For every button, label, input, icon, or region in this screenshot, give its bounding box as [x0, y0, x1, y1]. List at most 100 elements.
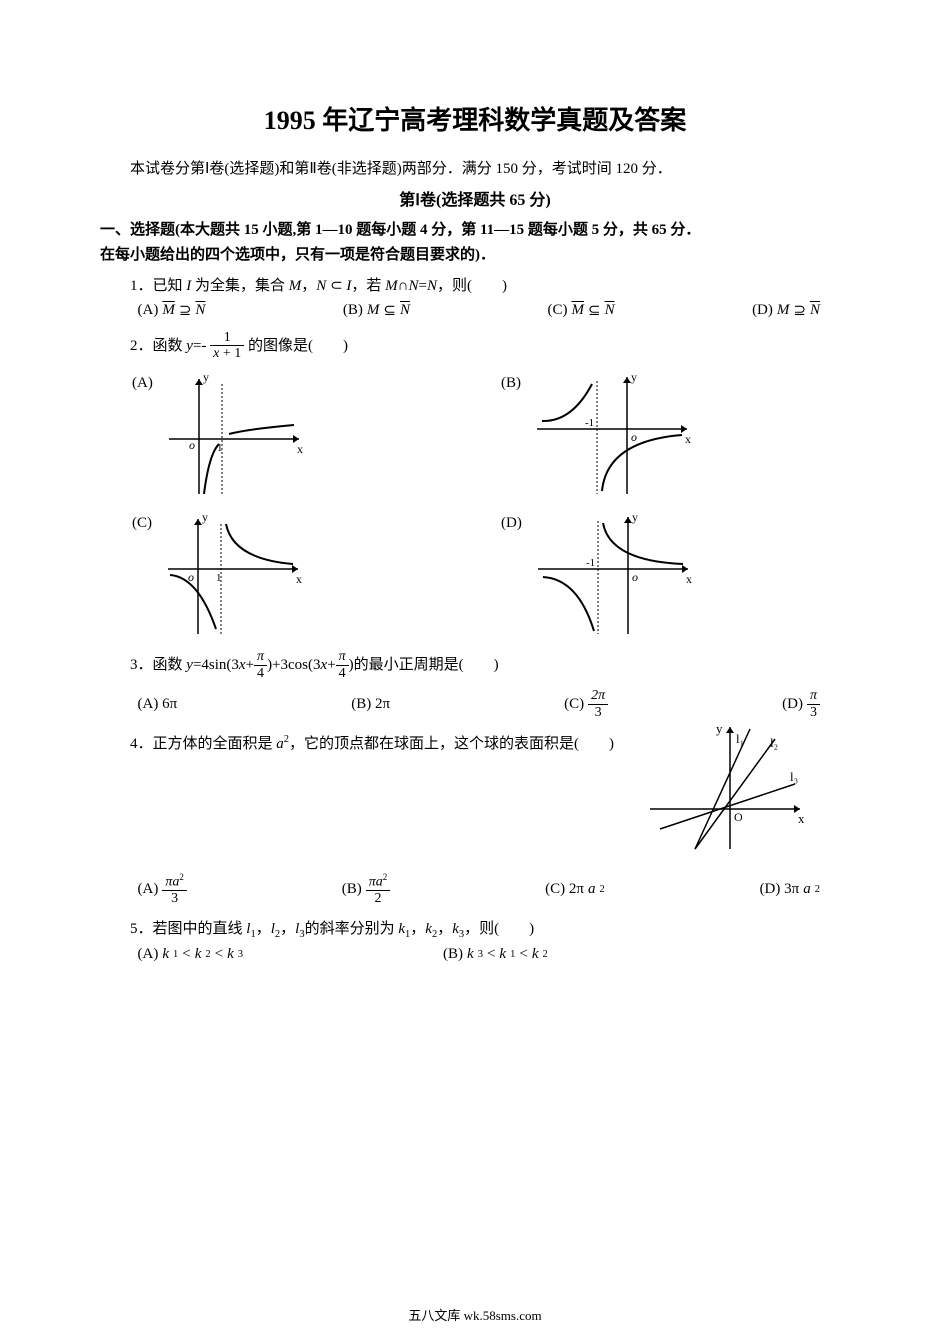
q1-mid3: ⊂ [326, 278, 346, 294]
q5-option-b: (B) k3< k1< k2 [443, 946, 548, 963]
q4a-pre: (A) [138, 881, 159, 898]
q3-end: )的最小正周期是( ) [349, 657, 499, 673]
q3d-pre: (D) [782, 696, 803, 713]
q3-option-b: (B) 2π [351, 688, 390, 721]
q4b-num: πa2 [366, 873, 391, 891]
q3d-num-i: π [810, 688, 817, 703]
q1-N: N [316, 278, 326, 294]
q1-prefix: 1．已知 [130, 278, 186, 294]
question-2: 2．函数 y=- 1 x + 1 的图像是( ) [130, 330, 850, 363]
section-1-title: 第Ⅰ卷(选择题共 65 分) [100, 186, 850, 210]
q4-option-b: (B) πa22 [342, 873, 391, 908]
q1a-M: M [162, 302, 175, 319]
q2d-y: y [632, 510, 638, 524]
q5a-s1: 1 [173, 949, 178, 960]
q2-label-a: (A) [132, 375, 153, 392]
q5b-k1: k [467, 946, 474, 963]
q1-N3: N [427, 278, 437, 294]
q5b-pre: (B) [443, 946, 463, 963]
q4b-pre: (B) [342, 881, 362, 898]
q5-option-a: (A) k1<k2<k3 [138, 946, 244, 963]
q4a-frac: πa23 [162, 873, 187, 908]
q2b-tickm1: -1 [585, 417, 594, 429]
q5a-k1: k [162, 946, 169, 963]
q1-mid2: ， [301, 278, 316, 294]
q1b-rel: ⊆ [383, 301, 396, 320]
q5b-s3: 2 [542, 949, 547, 960]
q2-label-b: (B) [501, 375, 521, 392]
q5-c3: ， [410, 921, 425, 937]
q5a-s2: 2 [205, 949, 210, 960]
q4-option-c: (C) 2πa2 [545, 873, 605, 908]
q1a-rel: ⊇ [179, 301, 192, 320]
q3-option-a: (A) 6π [138, 688, 178, 721]
q2-fraction: 1 x + 1 [210, 330, 244, 363]
q5-O: O [734, 810, 743, 824]
q1-mid1: 为全集，集合 [191, 278, 289, 294]
q1-option-a: (A) M ⊇ N [138, 301, 206, 320]
q2c-y: y [202, 510, 208, 524]
q1-M: M [289, 278, 302, 294]
q5a-k3: k [227, 946, 234, 963]
q1-end: ，则( ) [437, 278, 507, 294]
q2-svg-c: o y x 1 [158, 509, 308, 639]
q2-eq: =- [193, 338, 206, 354]
q5b-k2: k [499, 946, 506, 963]
q2-label-d: (D) [501, 515, 522, 532]
q4b-frac: πa22 [366, 873, 391, 908]
q2-label-c: (C) [132, 515, 152, 532]
q3c-frac: 2π3 [588, 688, 608, 721]
q5-k1: k [398, 921, 405, 937]
q3d-frac: π3 [807, 688, 820, 721]
q5b-k3: k [532, 946, 539, 963]
q5b-lt1: < [487, 946, 495, 963]
q1d-pre: (D) [752, 302, 773, 319]
q1b-N: N [400, 302, 410, 319]
q5a-pre: (A) [138, 946, 159, 963]
q5-end: ，则( ) [464, 921, 534, 937]
q3-pi1: π [257, 649, 264, 664]
q4a-pia: πa [165, 874, 179, 889]
q5-c2: ， [280, 921, 295, 937]
q5-mid: 的斜率分别为 [305, 921, 399, 937]
q4-a: a [276, 736, 284, 752]
q5-l3: l₃ [790, 769, 798, 784]
q5-l1: l₁ [736, 731, 744, 746]
q3-prefix: 3．函数 [130, 657, 186, 673]
q5-c4: ， [437, 921, 452, 937]
q4-option-a: (A) πa23 [138, 873, 187, 908]
q1a-N: N [195, 302, 205, 319]
q3-f2-num: π [336, 649, 349, 665]
q2-svg-b: y x o -1 [527, 369, 697, 499]
q4-prefix: 4．正方体的全面积是 [130, 736, 276, 752]
q2a-x: x [297, 442, 303, 456]
q3-pi2: π [339, 649, 346, 664]
q2-graph-a: (A) o y x 1 [132, 369, 481, 499]
q2a-y: y [203, 370, 209, 384]
q1-option-c: (C) M ⊆ N [547, 301, 614, 320]
q4c-sup: 2 [599, 884, 604, 895]
q3-options: (A) 6π (B) 2π (C) 2π3 (D) π3 [138, 688, 851, 721]
q4-option-d: (D) 3πa2 [760, 873, 820, 908]
q1-options: (A) M ⊇ N (B) M ⊆ N (C) M ⊆ N (D) M ⊇ N [138, 301, 851, 320]
q1d-N: N [810, 302, 820, 319]
q3c-num-i: 2π [591, 688, 605, 703]
q2b-x: x [685, 432, 691, 446]
q2-graph-c: (C) o y x 1 [132, 509, 481, 639]
q1c-rel: ⊆ [588, 301, 601, 320]
q4d-sup: 2 [815, 884, 820, 895]
q3-option-d: (D) π3 [782, 688, 820, 721]
q4b-pia: πa [369, 874, 383, 889]
q3-f1-den: 4 [254, 666, 267, 683]
q4b-den: 2 [366, 891, 391, 908]
q5b-lt2: < [519, 946, 527, 963]
q5-svg: x y O l₁ l₂ l₃ [640, 719, 810, 859]
part-1-heading-line1: 一、选择题(本大题共 15 小题,第 1—10 题每小题 4 分，第 11—15… [100, 218, 850, 239]
q3-plus2: + [327, 657, 335, 673]
q5a-k2: k [195, 946, 202, 963]
q2-graph-d: (D) y x o -1 [501, 509, 850, 639]
q5-l2: l₂ [770, 735, 778, 750]
footer-text: 五八文库 wk.58sms.com [0, 1305, 950, 1324]
q3-x1: x [239, 657, 246, 673]
q4c-a: a [588, 881, 596, 898]
